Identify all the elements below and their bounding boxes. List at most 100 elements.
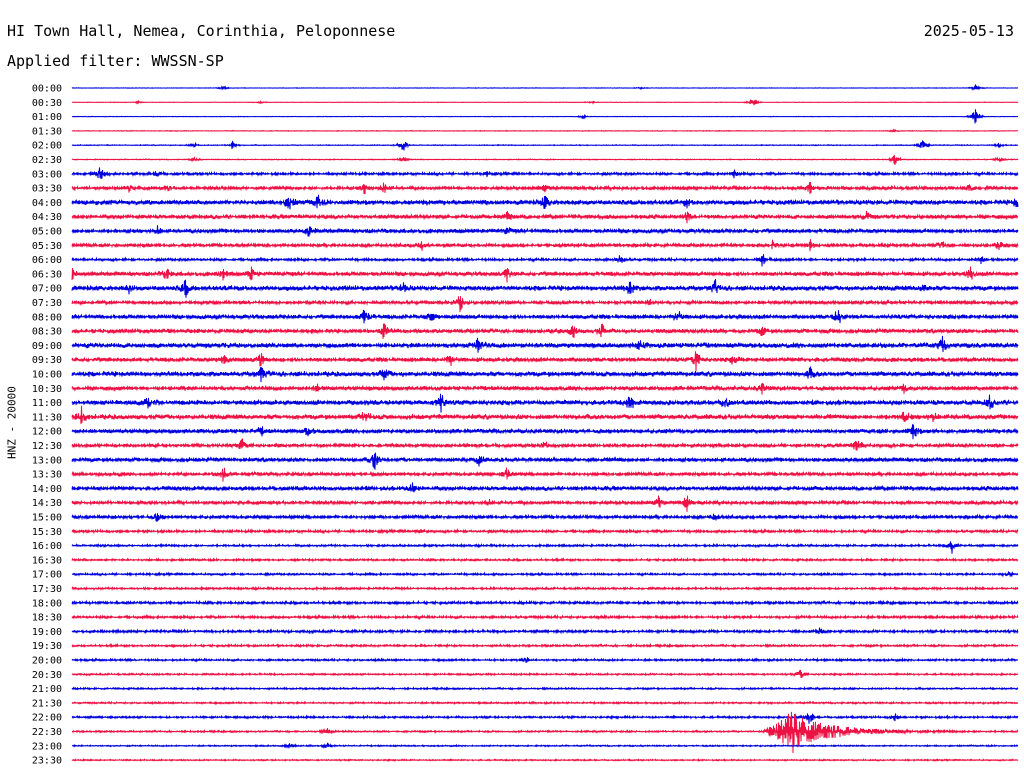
time-tick-label: 04:30 [32, 212, 62, 223]
time-tick-label: 16:00 [32, 541, 62, 552]
time-tick-label: 13:00 [32, 455, 62, 466]
time-tick-label: 17:30 [32, 584, 62, 595]
time-tick-label: 12:00 [32, 427, 62, 438]
seismic-trace-1400 [71, 482, 1019, 493]
seismic-trace-0500 [71, 225, 1019, 237]
seismic-trace-2130 [71, 700, 1019, 706]
seismic-trace-0230 [71, 155, 1019, 166]
time-tick-label: 02:00 [32, 141, 62, 152]
seismic-trace-1030 [71, 383, 1019, 395]
seismic-trace-0900 [71, 335, 1019, 353]
time-tick-label: 01:00 [32, 112, 62, 123]
time-tick-label: 23:00 [32, 741, 62, 752]
time-tick-label: 08:30 [32, 327, 62, 338]
seismic-trace-0630 [71, 266, 1019, 283]
seismic-trace-0400 [71, 194, 1019, 210]
time-tick-label: 22:00 [32, 713, 62, 724]
time-tick-label: 19:30 [32, 641, 62, 652]
time-tick-label: 11:00 [32, 398, 62, 409]
seismic-trace-2300 [71, 742, 1019, 749]
seismic-trace-1130 [71, 405, 1019, 425]
seismic-trace-0130 [71, 128, 1019, 133]
time-tick-label: 20:30 [32, 670, 62, 681]
seismic-trace-1100 [71, 393, 1019, 413]
time-tick-label: 12:30 [32, 441, 62, 452]
seismic-trace-2000 [71, 656, 1019, 664]
seismic-trace-0030 [71, 99, 1019, 106]
seismic-trace-0830 [71, 323, 1019, 339]
seismic-trace-0000 [71, 84, 1019, 92]
seismic-trace-0700 [71, 278, 1019, 298]
time-tick-label: 14:30 [32, 498, 62, 509]
time-tick-label: 23:30 [32, 756, 62, 767]
seismic-trace-1900 [71, 627, 1019, 635]
time-tick-label: 19:00 [32, 627, 62, 638]
seismic-trace-1430 [71, 495, 1019, 512]
time-tick-label: 22:30 [32, 727, 62, 738]
time-tick-label: 11:30 [32, 412, 62, 423]
time-tick-label: 09:30 [32, 355, 62, 366]
time-tick-label: 21:30 [32, 698, 62, 709]
seismic-trace-1330 [71, 467, 1019, 482]
seismic-trace-0300 [71, 167, 1019, 180]
seismic-trace-1700 [71, 571, 1019, 578]
time-tick-label: 17:00 [32, 570, 62, 581]
time-tick-label: 10:30 [32, 384, 62, 395]
time-tick-label: 01:30 [32, 126, 62, 137]
time-tick-label: 20:00 [32, 656, 62, 667]
seismic-trace-1800 [71, 599, 1019, 607]
time-tick-label: 13:30 [32, 470, 62, 481]
seismic-trace-1200 [71, 424, 1019, 440]
time-tick-label: 15:00 [32, 513, 62, 524]
seismic-trace-1300 [71, 452, 1019, 470]
seismic-trace-1600 [71, 541, 1019, 554]
time-tick-label: 03:00 [32, 169, 62, 180]
seismic-trace-1930 [71, 642, 1019, 649]
time-tick-label: 04:00 [32, 198, 62, 209]
seismic-trace-1830 [71, 613, 1019, 621]
time-tick-label: 21:00 [32, 684, 62, 695]
filter-label: Applied filter: WWSSN-SP [7, 52, 224, 70]
time-tick-label: 00:00 [32, 84, 62, 95]
time-tick-label: 16:30 [32, 555, 62, 566]
seismic-trace-2030 [71, 669, 1019, 679]
seismic-trace-0800 [71, 309, 1019, 324]
time-tick-label: 07:30 [32, 298, 62, 309]
seismic-trace-1730 [71, 585, 1019, 592]
time-tick-label: 05:30 [32, 241, 62, 252]
time-tick-label: 15:30 [32, 527, 62, 538]
seismic-trace-1000 [71, 366, 1019, 383]
seismic-trace-1500 [71, 513, 1019, 522]
station-title: HI Town Hall, Nemea, Corinthia, Peloponn… [7, 22, 396, 40]
time-tick-label: 10:00 [32, 370, 62, 381]
seismic-trace-0600 [71, 254, 1019, 267]
time-tick-label: 09:00 [32, 341, 62, 352]
date-label: 2025-05-13 [923, 22, 1014, 40]
seismic-trace-0430 [71, 210, 1019, 224]
seismic-trace-1230 [71, 438, 1019, 451]
time-tick-label: 05:00 [32, 227, 62, 238]
time-tick-label: 18:30 [32, 613, 62, 624]
seismic-trace-2330 [71, 757, 1019, 763]
time-tick-label: 06:30 [32, 269, 62, 280]
seismic-trace-0930 [71, 351, 1019, 371]
seismic-trace-0530 [71, 239, 1019, 252]
seismic-trace-1530 [71, 527, 1019, 535]
seismic-trace-2200 [71, 713, 1019, 724]
time-tick-label: 08:00 [32, 312, 62, 323]
time-tick-label: 18:00 [32, 598, 62, 609]
seismic-trace-1630 [71, 557, 1019, 563]
time-tick-label: 00:30 [32, 98, 62, 109]
time-tick-label: 02:30 [32, 155, 62, 166]
seismic-trace-0100 [71, 109, 1019, 124]
seismic-trace-0330 [71, 182, 1019, 195]
time-tick-label: 03:30 [32, 184, 62, 195]
time-tick-label: 07:00 [32, 284, 62, 295]
seismic-trace-0730 [71, 296, 1019, 313]
time-tick-label: 06:00 [32, 255, 62, 266]
seismic-trace-2230 [71, 711, 1019, 754]
seismic-trace-2100 [71, 686, 1019, 692]
time-tick-label: 14:00 [32, 484, 62, 495]
seismic-trace-0200 [71, 140, 1019, 151]
